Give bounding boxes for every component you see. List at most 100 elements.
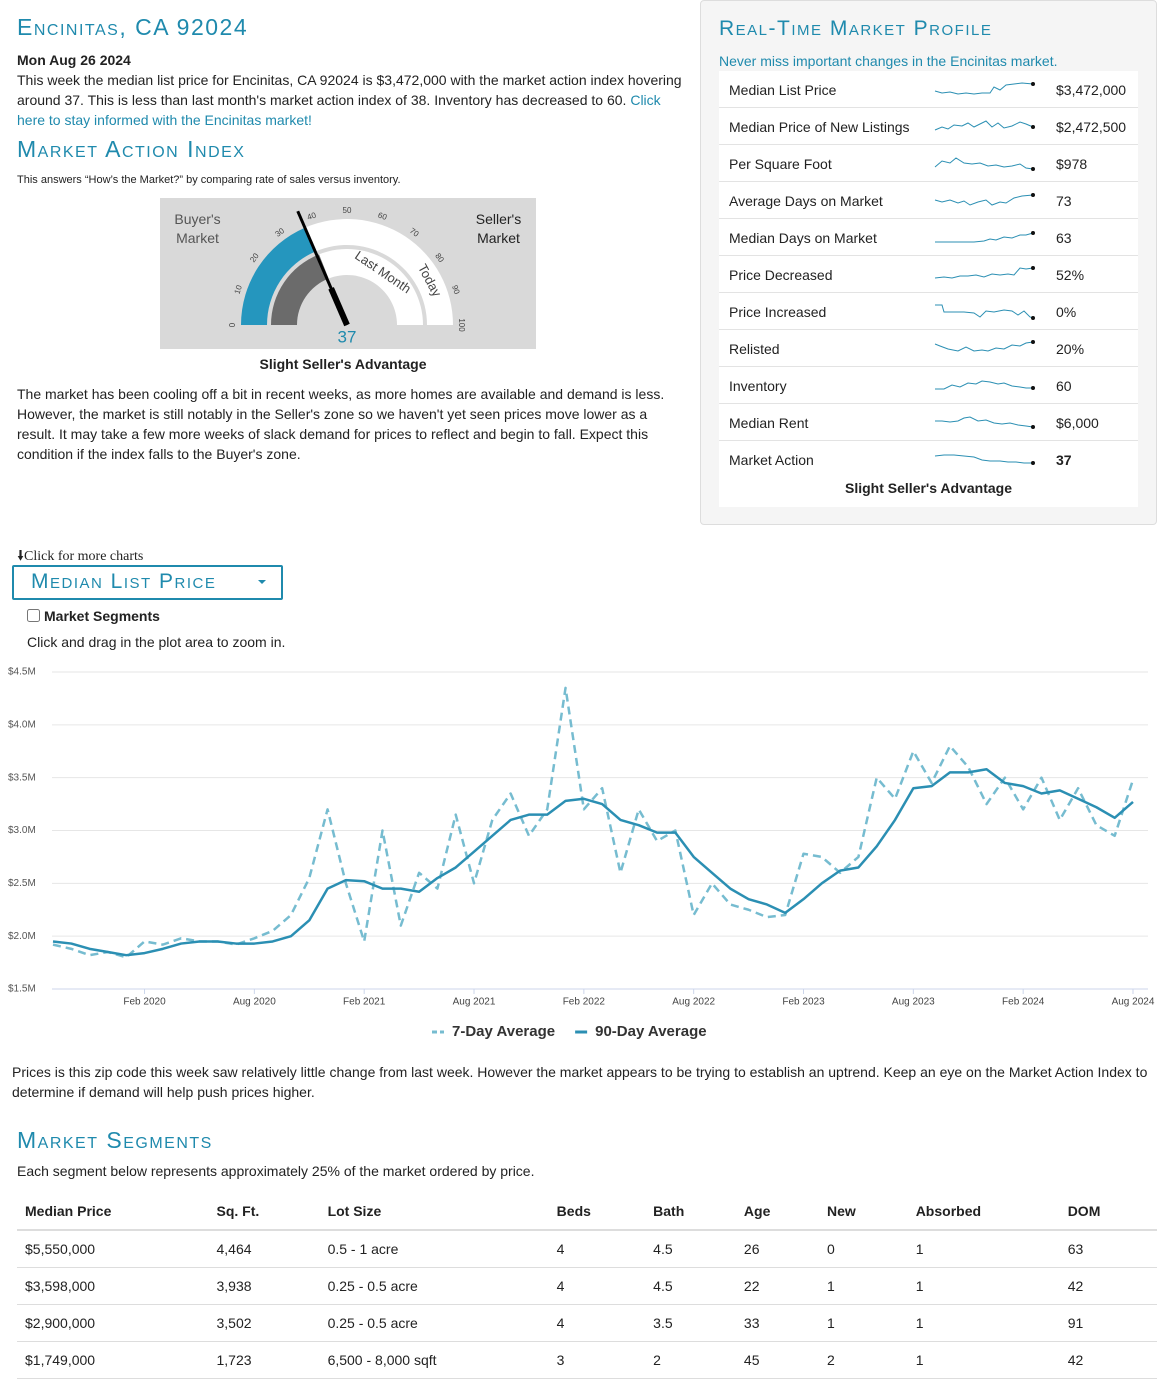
x-tick-label: Feb 2024 bbox=[1002, 997, 1045, 1008]
profile-label: Relisted bbox=[729, 341, 780, 357]
y-tick-label: $2.0M bbox=[8, 931, 36, 942]
legend: 7-Day Average 90-Day Average bbox=[432, 1023, 707, 1040]
sparkline-dot bbox=[1031, 340, 1035, 344]
table-cell: 6,500 - 8,000 sqft bbox=[319, 1341, 549, 1379]
sparkline bbox=[934, 266, 1035, 279]
table-cell: 1 bbox=[818, 1267, 908, 1305]
table-cell: 3 bbox=[548, 1341, 646, 1379]
subscribe-link[interactable]: Click here to stay informed with the Enc… bbox=[17, 92, 661, 128]
table-cell: 4.5 bbox=[645, 1230, 736, 1268]
table-cell: 4 bbox=[548, 1267, 646, 1305]
profile-label: Inventory bbox=[729, 378, 787, 394]
segments-table: Median Price Sq. Ft. Lot Size Beds Bath Age Ne… bbox=[17, 1193, 1157, 1379]
x-tick-label: Aug 2021 bbox=[453, 997, 496, 1008]
zoom-hint: Click and drag in the plot area to zoom … bbox=[27, 634, 286, 650]
sparkline bbox=[934, 157, 1035, 171]
table-cell: 2 bbox=[645, 1341, 736, 1379]
table-cell: 1 bbox=[907, 1304, 1060, 1342]
profile-label: Median Price of New Listings bbox=[729, 119, 910, 135]
table-row: $1,749,000 1,723 6,500 - 8,000 sqft 3 2 45 2 1 4… bbox=[17, 1341, 1157, 1379]
table-header-cell: Bath bbox=[645, 1193, 736, 1231]
profile-label: Market Action bbox=[729, 452, 814, 468]
checkbox[interactable] bbox=[27, 609, 40, 622]
table-header-row: Median Price Sq. Ft. Lot Size Beds Bath Age Ne… bbox=[17, 1193, 1157, 1231]
last-month-arc bbox=[271, 254, 329, 325]
table-row: $2,900,000 3,502 0.25 - 0.5 acre 4 3.5 33 1 1 91 bbox=[17, 1304, 1157, 1342]
sparkline-dot bbox=[1031, 316, 1035, 320]
table-cell: 3,938 bbox=[208, 1267, 320, 1305]
table-cell: 0.5 - 1 acre bbox=[319, 1230, 549, 1268]
today-band bbox=[304, 219, 453, 325]
profile-label: Median Rent bbox=[729, 415, 809, 431]
sparkline-path bbox=[935, 416, 1034, 428]
sparkline-path bbox=[935, 380, 1033, 390]
table-cell: 91 bbox=[1059, 1304, 1157, 1342]
gauge-caption: Slight Seller's Advantage bbox=[259, 356, 427, 372]
table-cell: 3.5 bbox=[645, 1304, 736, 1342]
sparkline-path bbox=[934, 454, 1033, 464]
x-tick-label: Aug 2024 bbox=[1112, 997, 1155, 1008]
profile-subtitle: Never miss important changes in the Enci… bbox=[719, 53, 1058, 69]
profile-row: Price Decreased 52% bbox=[719, 256, 1138, 293]
profile-value: $2,472,500 bbox=[1056, 119, 1127, 135]
table-cell: 0.25 - 0.5 acre bbox=[319, 1304, 549, 1342]
profile-value: 52% bbox=[1056, 267, 1085, 283]
x-tick-label: Feb 2022 bbox=[563, 997, 606, 1008]
sparkline bbox=[934, 120, 1035, 131]
gauge-tick-label: 90 bbox=[450, 284, 461, 296]
profile-box: Median List Price $3,472,000 Median Price… bbox=[719, 71, 1138, 507]
x-tick-label: Feb 2023 bbox=[782, 997, 825, 1008]
sparkline bbox=[935, 304, 1035, 320]
x-tick-label: Feb 2021 bbox=[343, 997, 386, 1008]
legend-item: 90-Day Average bbox=[575, 1023, 707, 1040]
profile-panel: Real-Time Market Profile Never miss impo… bbox=[700, 0, 1157, 525]
profile-row: Median List Price $3,472,000 bbox=[719, 71, 1138, 108]
table-row: $5,550,000 4,464 0.5 - 1 acre 4 4.5 26 0 1 63 bbox=[17, 1230, 1157, 1268]
sparkline-dot bbox=[1031, 82, 1035, 86]
profile-row: Price Increased 0% bbox=[719, 293, 1138, 330]
gauge-tick-label: 60 bbox=[377, 211, 389, 222]
table-cell: 3,502 bbox=[208, 1304, 320, 1342]
gauge-value: 37 bbox=[338, 327, 357, 346]
chart-dropdown[interactable]: Median List Price bbox=[12, 565, 283, 600]
table-cell: 45 bbox=[735, 1341, 819, 1379]
more-charts[interactable]: 🠛Click for more charts bbox=[17, 545, 143, 569]
sparkline-dot bbox=[1031, 425, 1035, 429]
table-cell: 4 bbox=[548, 1304, 646, 1342]
table-cell: 1,723 bbox=[208, 1341, 320, 1379]
x-tick-label: Feb 2020 bbox=[123, 997, 166, 1008]
table-cell: 33 bbox=[735, 1304, 819, 1342]
profile-label: Median List Price bbox=[729, 82, 837, 98]
caret bbox=[258, 580, 266, 584]
profile-row: Median Price of New Listings $2,472,500 bbox=[719, 108, 1138, 145]
gauge-tick-label: 40 bbox=[306, 210, 318, 221]
legend-label: 7-Day Average bbox=[452, 1023, 555, 1040]
table-cell: 1 bbox=[818, 1304, 908, 1342]
sparkline bbox=[934, 340, 1035, 352]
line-chart: $1.5M $2.0M $2.5M $3.0M $3.5M $4.0M $4.5M Feb 2… bbox=[8, 667, 1155, 1040]
table-cell: $1,749,000 bbox=[17, 1341, 209, 1379]
x-tick-label: Aug 2023 bbox=[892, 997, 935, 1008]
table-cell: 42 bbox=[1059, 1267, 1157, 1305]
profile-row: Average Days on Market 73 bbox=[719, 182, 1138, 219]
profile-label: Median Days on Market bbox=[729, 230, 877, 246]
dropdown-label: Median List Price bbox=[31, 570, 217, 593]
needle-base bbox=[328, 287, 350, 327]
sparkline bbox=[934, 193, 1035, 206]
sparkline-path bbox=[934, 120, 1034, 131]
table-header-cell: Sq. Ft. bbox=[208, 1193, 320, 1231]
series-line bbox=[52, 686, 1135, 959]
commentary: Prices is this zip code this week saw re… bbox=[12, 1064, 1148, 1100]
table-cell: 4,464 bbox=[208, 1230, 320, 1268]
segments-title: Market Segments bbox=[17, 1127, 213, 1153]
profile-value: $3,472,000 bbox=[1056, 82, 1127, 98]
table-cell: 1 bbox=[907, 1230, 1060, 1268]
summary-text: This week the median list price for Enci… bbox=[17, 72, 682, 108]
sparkline-dot bbox=[1031, 193, 1035, 197]
profile-value: $6,000 bbox=[1056, 415, 1099, 431]
table-header-cell: DOM bbox=[1059, 1193, 1157, 1231]
segments-toggle[interactable]: Market Segments bbox=[27, 608, 160, 624]
profile-value: 20% bbox=[1056, 341, 1085, 357]
